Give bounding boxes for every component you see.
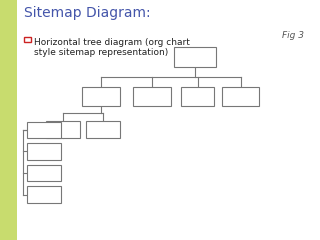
Bar: [0, 0, 17, 240]
FancyBboxPatch shape: [27, 122, 61, 138]
Text: Horizontal tree diagram (org chart
style sitemap representation): Horizontal tree diagram (org chart style…: [34, 38, 190, 57]
Text: Fig 3: Fig 3: [282, 31, 304, 40]
FancyBboxPatch shape: [27, 186, 61, 203]
FancyBboxPatch shape: [27, 165, 61, 181]
FancyBboxPatch shape: [82, 87, 120, 106]
FancyBboxPatch shape: [27, 143, 61, 160]
Text: Sitemap Diagram:: Sitemap Diagram:: [24, 6, 151, 20]
FancyBboxPatch shape: [174, 47, 216, 67]
FancyBboxPatch shape: [181, 87, 214, 106]
FancyBboxPatch shape: [86, 121, 120, 138]
FancyBboxPatch shape: [133, 87, 171, 106]
FancyBboxPatch shape: [46, 121, 80, 138]
FancyBboxPatch shape: [222, 87, 259, 106]
